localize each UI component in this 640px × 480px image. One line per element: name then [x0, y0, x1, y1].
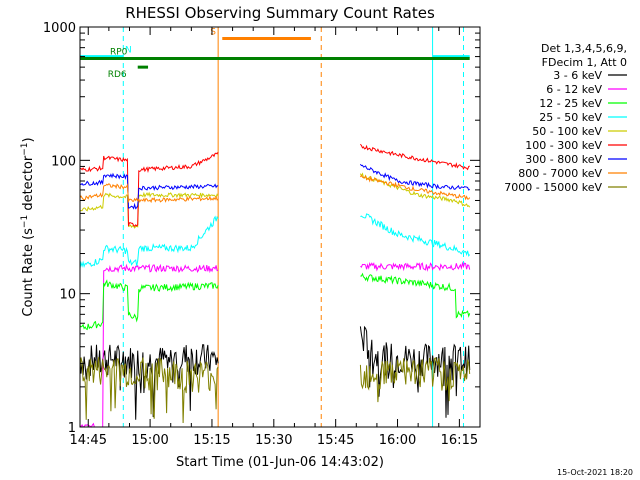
series-line-6-part-1: [359, 163, 471, 191]
series-line-2-part-1: [360, 272, 471, 319]
y-tick-label-3: 1000: [43, 21, 76, 36]
y-axis-label-mid: detector: [21, 155, 36, 215]
x-axis-label: Start Time (01-Jun-06 14:43:02): [176, 455, 384, 470]
series-line-1-part-1: [360, 261, 471, 272]
x-tick-label-4: 15:45: [317, 433, 354, 448]
y-axis-label-end: ): [21, 137, 36, 142]
x-tick-label-1: 15:00: [131, 433, 168, 448]
plot-area: N RD6 RP0 S: [79, 27, 471, 428]
legend-header-0: Det 1,3,4,5,6,9,: [541, 42, 627, 55]
legend-header-1: FDecim 1, Att 0: [542, 56, 627, 69]
series-line-7-part-1: [359, 174, 471, 201]
chart-title: RHESSI Observing Summary Count Rates: [125, 4, 435, 22]
y-axis-label-sup2: −1: [20, 142, 30, 155]
flag-label-rd6: RD6: [108, 70, 127, 80]
y-tick-label-0: 1: [68, 421, 76, 436]
series-line-4-part-0: [79, 191, 219, 229]
flag-label-n: N: [125, 46, 132, 56]
y-axis-label-sup1: −1: [20, 215, 30, 228]
legend-label-2: 12 - 25 keV: [539, 97, 602, 110]
y-axis: 1 10 100 1000: [43, 21, 480, 436]
y-axis-label: Count Rate (s−1 detector−1): [20, 137, 36, 316]
series-line-0-part-1: [359, 325, 471, 418]
y-axis-label-main: Count Rate (s: [21, 228, 36, 317]
x-tick-label-3: 15:30: [255, 433, 292, 448]
series-line-2-part-0: [79, 279, 219, 331]
flag-label-s: S: [210, 27, 216, 37]
plot-frame: [79, 26, 481, 428]
x-tick-label-0: 14:45: [70, 433, 107, 448]
legend-label-0: 3 - 6 keV: [553, 69, 602, 82]
series-line-7-part-0: [79, 183, 219, 204]
series-line-3-part-0: [79, 215, 219, 269]
legend-label-5: 100 - 300 keV: [525, 139, 602, 152]
x-axis: 14:45 15:00 15:15 15:30 15:45 16:00 16:15: [70, 27, 478, 448]
legend-label-1: 6 - 12 keV: [546, 83, 602, 96]
flag-label-rp0: RP0: [110, 48, 128, 58]
x-tick-label-6: 16:15: [441, 433, 478, 448]
legend-label-3: 25 - 50 keV: [539, 111, 602, 124]
legend-label-8: 7000 - 15000 keV: [504, 181, 602, 194]
series-line-6-part-0: [79, 172, 219, 210]
y-tick-label-1: 10: [59, 288, 76, 303]
series-line-5-part-0: [79, 151, 219, 227]
legend-label-7: 800 - 7000 keV: [518, 167, 602, 180]
series-line-3-part-1: [360, 213, 471, 257]
x-tick-label-2: 15:15: [193, 433, 230, 448]
legend-label-4: 50 - 100 keV: [532, 125, 602, 138]
footer-timestamp: 15-Oct-2021 18:20: [557, 468, 633, 477]
y-tick-label-2: 100: [51, 154, 76, 169]
series-line-8-part-1: [359, 357, 471, 403]
series-line-1-part-0: [79, 263, 219, 428]
legend: Det 1,3,4,5,6,9,FDecim 1, Att 03 - 6 keV…: [504, 42, 627, 194]
series-line-5-part-1: [360, 143, 470, 171]
legend-label-6: 300 - 800 keV: [525, 153, 602, 166]
series-line-8-part-0: [79, 357, 219, 424]
x-tick-label-5: 16:00: [379, 433, 416, 448]
